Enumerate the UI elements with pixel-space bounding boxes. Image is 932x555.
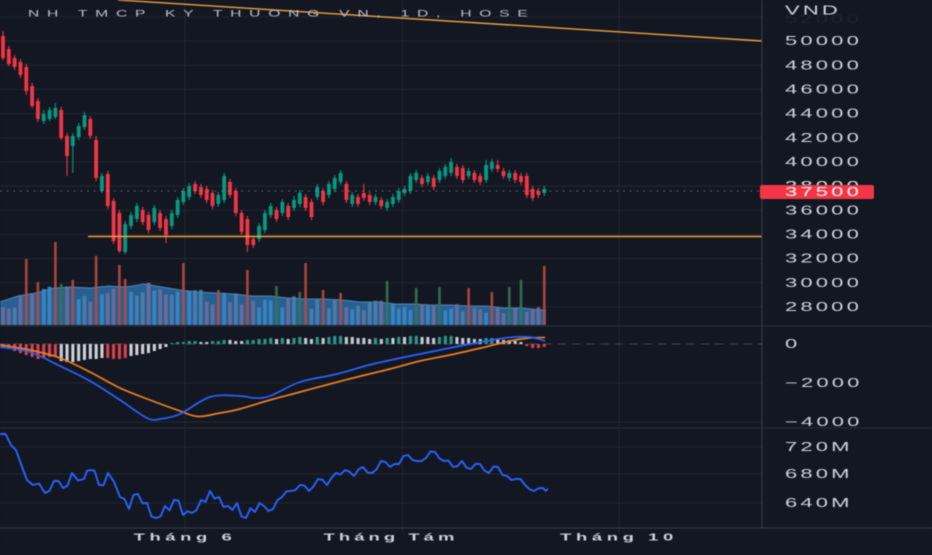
svg-text:28000: 28000 <box>785 300 862 314</box>
svg-text:680M: 680M <box>785 467 853 481</box>
svg-text:720M: 720M <box>785 440 853 454</box>
svg-text:42000: 42000 <box>785 131 862 145</box>
svg-text:34000: 34000 <box>785 227 862 241</box>
svg-text:52000: 52000 <box>785 12 862 26</box>
svg-text:−2000: −2000 <box>785 376 863 390</box>
svg-text:0: 0 <box>785 337 800 351</box>
svg-text:NH TMCP KY THUONG VN, 1D, HOSE: NH TMCP KY THUONG VN, 1D, HOSE <box>28 8 536 18</box>
svg-text:46000: 46000 <box>785 82 862 96</box>
svg-text:32000: 32000 <box>785 252 862 266</box>
svg-text:30000: 30000 <box>785 276 862 290</box>
svg-text:44000: 44000 <box>785 107 862 121</box>
svg-text:48000: 48000 <box>785 58 862 72</box>
svg-text:−4000: −4000 <box>785 415 863 429</box>
svg-text:Tháng Tám: Tháng Tám <box>324 532 459 544</box>
svg-text:40000: 40000 <box>785 155 862 169</box>
svg-text:36000: 36000 <box>785 203 862 217</box>
svg-text:Tháng 6: Tháng 6 <box>134 532 237 544</box>
svg-text:Tháng 10: Tháng 10 <box>560 532 678 544</box>
svg-text:50000: 50000 <box>785 34 862 48</box>
svg-text:640M: 640M <box>785 496 853 510</box>
svg-text:VND: VND <box>785 4 841 18</box>
svg-text:37500: 37500 <box>785 185 862 199</box>
